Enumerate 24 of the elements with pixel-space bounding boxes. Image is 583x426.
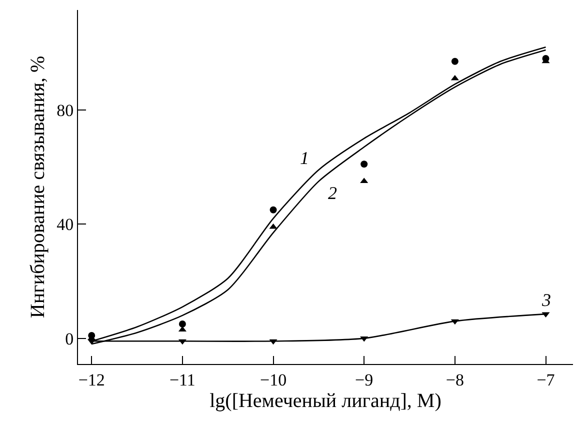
x-tick-label: −9 <box>355 370 374 390</box>
point <box>269 339 278 345</box>
series-label: 1 <box>300 148 309 168</box>
point <box>360 160 368 168</box>
series-label: 2 <box>328 183 337 203</box>
y-tick-label: 0 <box>65 329 74 348</box>
point <box>360 178 368 184</box>
x-tick-label: −10 <box>260 370 287 390</box>
x-tick-label: −11 <box>169 370 196 390</box>
point <box>542 312 550 318</box>
point <box>178 320 186 328</box>
point <box>450 319 459 325</box>
point <box>451 58 458 65</box>
x-tick-label: −12 <box>78 370 105 390</box>
y-axis-title: Ингибирование связывания, % <box>27 56 50 318</box>
x-tick-label: −8 <box>446 370 464 390</box>
series-label: 3 <box>541 290 551 310</box>
y-tick-label: 40 <box>56 215 74 234</box>
point <box>178 339 186 345</box>
point <box>270 206 277 214</box>
x-axis-title: lg([Немеченый лиганд], М) <box>210 390 442 412</box>
x-tick-label: −7 <box>536 370 556 390</box>
point <box>269 223 278 229</box>
y-tick-label: 80 <box>56 100 74 120</box>
